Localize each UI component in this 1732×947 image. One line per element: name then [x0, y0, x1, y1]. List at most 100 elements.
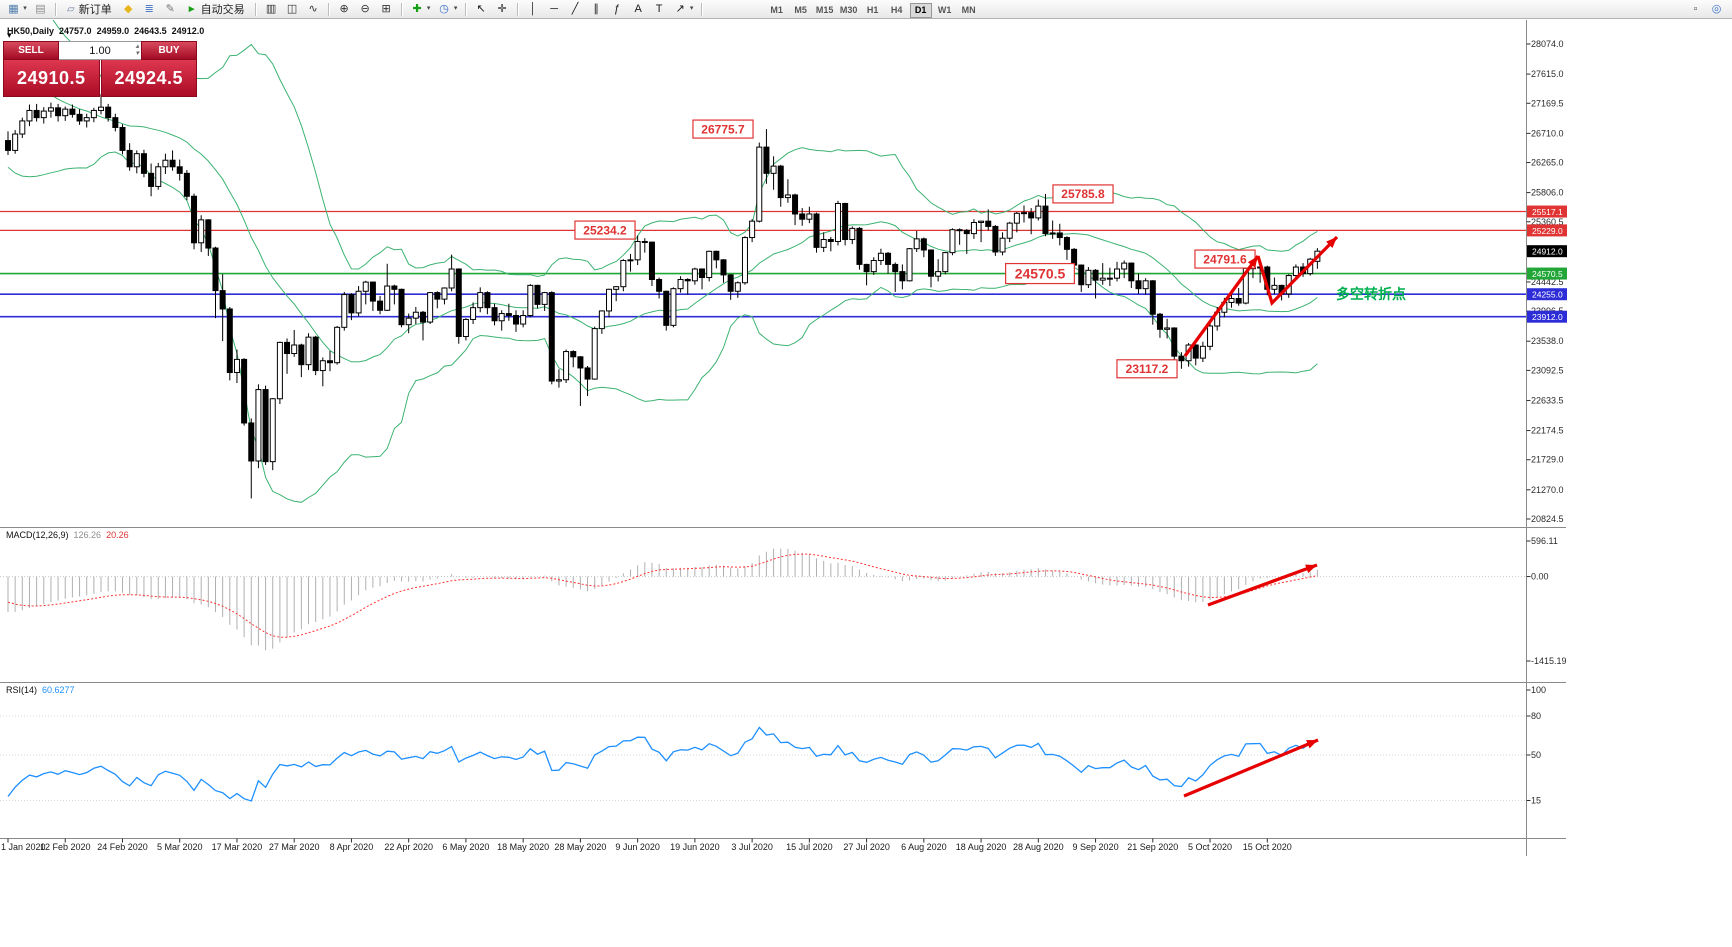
volume-field[interactable]: 1.00 ▴ ▾: [59, 41, 141, 60]
arrows-icon[interactable]: ↗: [675, 3, 685, 15]
macd-pane: [0, 548, 1526, 651]
quotes-icon[interactable]: ◆: [123, 3, 133, 15]
price-callout-26775.7[interactable]: 26775.7: [692, 119, 754, 139]
timeframe-button-W1[interactable]: W1: [937, 5, 952, 15]
candle-bearish: [799, 213, 806, 220]
candle-bullish: [935, 271, 942, 277]
candle-bullish: [1121, 262, 1128, 270]
price-axis-tick: 23538.0: [1531, 336, 1564, 346]
chart-text-label[interactable]: 多空转折点: [1336, 286, 1406, 302]
sell-price-panel[interactable]: 24910.5: [3, 60, 100, 97]
candle-bullish: [1207, 325, 1214, 347]
channel-icon[interactable]: ∥: [593, 3, 599, 15]
time-axis-label: 12 Feb 2020: [40, 842, 91, 852]
horizontal-line-icon[interactable]: ─: [550, 3, 558, 15]
volume-spinner[interactable]: ▴ ▾: [135, 43, 139, 57]
tile-windows-icon[interactable]: ⊞: [381, 3, 391, 15]
crosshair-icon[interactable]: ✛: [497, 3, 507, 15]
trend-arrow-4[interactable]: [1183, 738, 1319, 798]
volume-down-icon[interactable]: ▾: [135, 50, 139, 57]
time-axis-label: 8 Apr 2020: [330, 842, 374, 852]
candle-bearish: [1178, 355, 1185, 362]
toolbar-separator: [400, 2, 403, 16]
profile-icon[interactable]: ▤: [35, 3, 46, 15]
timeframe-button-H4[interactable]: H4: [890, 5, 903, 15]
indicators-dropdown-icon[interactable]: ▾: [426, 5, 431, 12]
timeframe-buttons: M1 M5 M15 M30 H1 H4 D1 W1 MN: [765, 0, 981, 18]
trend-arrow-2[interactable]: [1256, 235, 1339, 307]
bar-chart-icon[interactable]: ▥: [265, 3, 277, 15]
ohlc-low: 24643.5: [134, 26, 167, 36]
indicators-icon[interactable]: ✚: [412, 3, 422, 15]
timeframe-button-D1[interactable]: D1: [909, 2, 932, 18]
price-callout-24791.6[interactable]: 24791.6: [1194, 249, 1256, 269]
candle-bearish: [863, 263, 870, 273]
time-axis-label: 17 Mar 2020: [212, 842, 263, 852]
market-depth-icon[interactable]: ≣: [144, 3, 154, 15]
periods-dropdown-icon[interactable]: ▾: [453, 5, 458, 12]
price-axis-label-25229.0: 25229.0: [1532, 226, 1563, 236]
line-chart-icon[interactable]: ∿: [308, 3, 318, 15]
timeframe-button-MN[interactable]: MN: [961, 5, 976, 15]
new-order-button[interactable]: ▱ 新订单: [61, 1, 118, 17]
candle-bullish: [427, 292, 434, 323]
price-callout-24570.5[interactable]: 24570.5: [1005, 262, 1075, 285]
periods-icon[interactable]: ◷: [439, 3, 449, 15]
trend-arrow-3[interactable]: [1207, 563, 1318, 607]
auto-trading-button[interactable]: ► 自动交易: [181, 1, 251, 17]
candle-bullish: [598, 310, 605, 330]
arrows-dropdown-icon[interactable]: ▾: [689, 5, 694, 12]
candle-bullish: [520, 315, 527, 325]
zoom-out-icon[interactable]: ⊖: [360, 3, 370, 15]
price-callout-23117.2[interactable]: 23117.2: [1116, 359, 1178, 379]
trendline-icon[interactable]: ╱: [571, 3, 579, 15]
svg-text:26775.7: 26775.7: [701, 122, 745, 136]
candle-bearish: [727, 274, 734, 292]
trade-panel-collapse-icon[interactable]: ▾: [7, 30, 12, 40]
script-icon[interactable]: ✎: [165, 3, 175, 15]
label-icon[interactable]: T: [655, 3, 663, 15]
chart-dropdown-icon[interactable]: ▾: [23, 5, 27, 12]
candle-bullish: [276, 341, 283, 400]
zoom-in-icon[interactable]: ⊕: [339, 3, 349, 15]
volume-up-icon[interactable]: ▴: [135, 43, 139, 50]
sell-button[interactable]: SELL: [3, 41, 59, 60]
candle-bearish: [183, 172, 190, 197]
buy-button[interactable]: BUY: [141, 41, 197, 60]
timeframe-button-M5[interactable]: M5: [794, 5, 807, 15]
candle-bearish: [69, 108, 76, 115]
candle-bearish: [1078, 264, 1085, 286]
fibonacci-icon[interactable]: ƒ: [614, 3, 621, 15]
chart-window-icon[interactable]: ▦: [8, 3, 19, 15]
search-icon[interactable]: ◎: [1711, 3, 1722, 15]
trend-arrow-1[interactable]: [1183, 255, 1260, 357]
timeframe-button-M15[interactable]: M15: [815, 5, 834, 15]
trade-panel-controls: SELL 1.00 ▴ ▾ BUY: [3, 41, 197, 60]
candle-bullish: [12, 133, 19, 151]
candle-bullish: [133, 153, 140, 168]
new-window-icon[interactable]: ▫: [1693, 3, 1698, 15]
toolbar-separator: [464, 2, 467, 16]
candle-bullish: [1013, 212, 1020, 224]
cursor-icon[interactable]: ↖: [476, 3, 486, 15]
timeframe-button-H1[interactable]: H1: [866, 5, 879, 15]
candle-bearish: [241, 358, 248, 424]
candle-bullish: [606, 288, 613, 312]
macd-title: MACD(12,26,9): [6, 530, 69, 540]
candle-bullish: [1049, 232, 1056, 235]
macd-axis-label: 0.00: [1531, 572, 1549, 582]
buy-price-panel[interactable]: 24924.5: [100, 60, 197, 97]
text-icon[interactable]: A: [634, 3, 642, 15]
vertical-line-icon[interactable]: │: [529, 3, 537, 15]
price-axis[interactable]: 28074.0 27615.0 27169.5 26710.0 26265.0 25806…: [1526, 39, 1568, 806]
price-callout-25234.2[interactable]: 25234.2: [574, 220, 636, 240]
candle-bullish: [233, 358, 240, 374]
candlestick-chart-icon[interactable]: ◫: [286, 3, 298, 15]
price-callout-25785.8[interactable]: 25785.8: [1052, 184, 1114, 204]
candle-bullish: [470, 307, 477, 320]
timeframe-button-M30[interactable]: M30: [839, 5, 858, 15]
price-axis-tick: 22633.5: [1531, 395, 1564, 405]
timeframe-button-M1[interactable]: M1: [770, 5, 783, 15]
